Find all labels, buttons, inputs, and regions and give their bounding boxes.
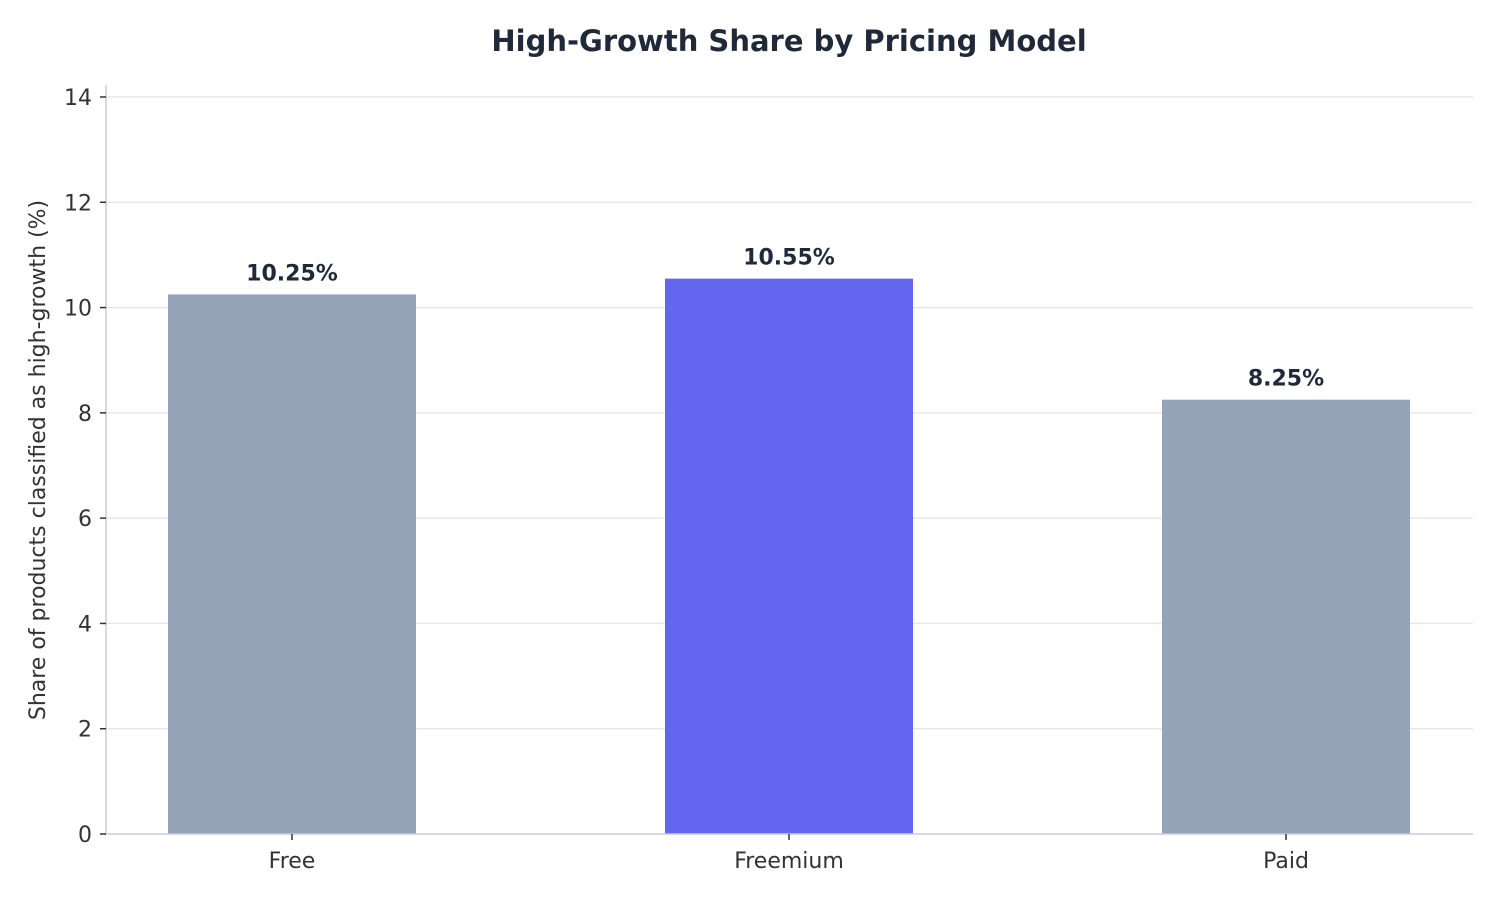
chart-title: High-Growth Share by Pricing Model [491,24,1086,58]
y-tick-label-12: 12 [64,191,92,216]
data-label-free: 10.25% [246,261,338,286]
x-ticks: Free Freemium Paid [269,834,1309,874]
bars [168,278,1410,834]
y-tick-label-14: 14 [64,86,92,111]
y-ticks: 0 2 4 6 8 10 12 14 [64,86,106,848]
bar-paid [1162,399,1410,834]
y-tick-label-10: 10 [64,297,92,322]
y-axis-label: Share of products classified as high-gro… [26,200,51,720]
bar-freemium [665,278,913,834]
y-tick-label-6: 6 [78,507,92,532]
y-tick-label-4: 4 [78,612,92,637]
y-tick-label-0: 0 [78,823,92,848]
data-label-freemium: 10.55% [743,246,835,271]
x-tick-label-free: Free [269,849,316,874]
data-labels: 10.25% 10.55% 8.25% [246,246,1324,392]
data-label-paid: 8.25% [1248,367,1324,392]
x-tick-label-paid: Paid [1263,849,1309,874]
bar-free [168,294,416,834]
y-tick-label-8: 8 [78,402,92,427]
y-tick-label-2: 2 [78,718,92,743]
x-tick-label-freemium: Freemium [734,849,844,874]
